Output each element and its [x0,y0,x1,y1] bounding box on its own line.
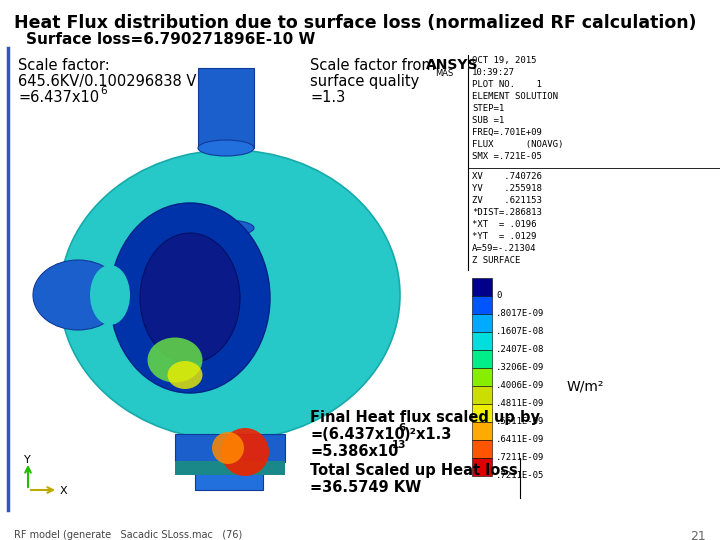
Bar [472,314,492,332]
Text: .4006E-09: .4006E-09 [496,381,544,390]
Bar [198,68,254,148]
Text: .5611E-09: .5611E-09 [496,417,544,427]
Text: 10:39:27: 10:39:27 [472,68,515,77]
Text: Y: Y [24,455,31,465]
Text: MAS: MAS [435,69,454,78]
Bar [472,386,492,404]
Text: .7211E-05: .7211E-05 [496,471,544,481]
Text: .3206E-09: .3206E-09 [496,363,544,373]
Text: Scale factor:: Scale factor: [18,58,109,73]
Text: Z SURFACE: Z SURFACE [472,256,521,265]
Text: RF model (generate   Sacadic SLoss.mac   (76): RF model (generate Sacadic SLoss.mac (76… [14,530,242,540]
Ellipse shape [60,150,400,440]
Text: STEP=1: STEP=1 [472,104,504,113]
Bar [175,434,285,462]
Text: OCT 19, 2015: OCT 19, 2015 [472,56,536,65]
Text: 6: 6 [100,86,107,96]
Text: *XT  = .0196: *XT = .0196 [472,220,536,229]
Text: FLUX      (NOAVG): FLUX (NOAVG) [472,140,563,149]
Text: ANSYS: ANSYS [426,58,479,72]
Text: .7211E-09: .7211E-09 [496,454,544,462]
Text: 13: 13 [392,440,407,450]
Text: *DIST=.286813: *DIST=.286813 [472,208,542,217]
Ellipse shape [140,233,240,363]
Text: Surface loss=6.790271896E-10 W: Surface loss=6.790271896E-10 W [26,32,315,47]
Ellipse shape [33,260,123,330]
Bar [472,296,492,314]
Text: XV    .740726: XV .740726 [472,172,542,181]
Text: .4811E-09: .4811E-09 [496,400,544,408]
Bar [472,278,492,296]
Bar [472,404,492,422]
Text: SMX =.721E-05: SMX =.721E-05 [472,152,542,161]
Bar [175,461,285,475]
Bar [472,458,492,476]
Text: =36.5749 KW: =36.5749 KW [310,480,421,495]
Text: *YT  = .0129: *YT = .0129 [472,232,536,241]
Circle shape [212,432,244,464]
Text: Final Heat flux scaled up by: Final Heat flux scaled up by [310,410,540,425]
Text: =5.386x10: =5.386x10 [310,444,398,459]
Text: PLOT NO.    1: PLOT NO. 1 [472,80,542,89]
Text: W/m²: W/m² [567,380,604,394]
Text: .6411E-09: .6411E-09 [496,435,544,444]
Text: YV    .255918: YV .255918 [472,184,542,193]
Text: 21: 21 [690,530,706,540]
Text: X: X [60,486,68,496]
Bar [472,368,492,386]
Bar [195,462,263,490]
Text: A=59=-.21304: A=59=-.21304 [472,244,536,253]
Text: )²x1.3: )²x1.3 [404,427,452,442]
Text: Scale factor from: Scale factor from [310,58,436,73]
Text: =6.437x10: =6.437x10 [18,90,99,105]
Ellipse shape [110,203,270,393]
Text: .1607E-08: .1607E-08 [496,327,544,336]
Text: 0: 0 [496,292,501,300]
Text: Heat Flux distribution due to surface loss (normalized RF calculation): Heat Flux distribution due to surface lo… [14,14,696,32]
Text: ZV    .621153: ZV .621153 [472,196,542,205]
Text: =1.3: =1.3 [310,90,346,105]
Text: FREQ=.701E+09: FREQ=.701E+09 [472,128,542,137]
Text: .8017E-09: .8017E-09 [496,309,544,319]
Text: 6: 6 [398,423,405,433]
Ellipse shape [198,220,254,236]
Ellipse shape [168,361,202,389]
Text: Total Scaled up Heat loss: Total Scaled up Heat loss [310,463,518,478]
Text: =(6.437x10: =(6.437x10 [310,427,405,442]
Bar [472,350,492,368]
Ellipse shape [90,265,130,325]
Ellipse shape [198,140,254,156]
Text: .2407E-08: .2407E-08 [496,346,544,354]
Text: SUB =1: SUB =1 [472,116,504,125]
Ellipse shape [148,338,202,382]
Text: surface quality: surface quality [310,74,419,89]
Bar [472,332,492,350]
Text: ELEMENT SOLUTION: ELEMENT SOLUTION [472,92,558,101]
Bar [472,422,492,440]
Text: 645.6KV/0.100296838 V: 645.6KV/0.100296838 V [18,74,197,89]
Bar [472,440,492,458]
Circle shape [221,428,269,476]
